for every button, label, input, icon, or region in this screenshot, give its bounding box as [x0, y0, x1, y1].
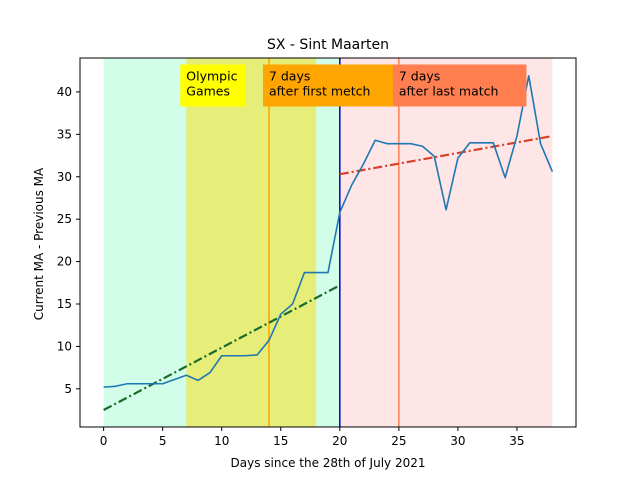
vertical-markers: [268, 58, 400, 427]
y-tick-label: 25: [57, 212, 72, 226]
y-tick-label: 30: [57, 170, 72, 184]
annotation-box-0: [180, 64, 246, 107]
shaded-region-1: [186, 58, 317, 427]
axes: 0 5 10 15 20 25 30 35 5 10 15 20 25 30 35 40: [57, 57, 577, 448]
x-tick-label: 5: [159, 434, 167, 448]
x-tick-label: 25: [391, 434, 406, 448]
shaded-region-2: [339, 58, 553, 427]
trend-line-0: [103, 284, 341, 412]
plot-frame: [79, 57, 577, 428]
trend-line-1: [339, 134, 553, 176]
chart-title: SX - Sint Maarten: [267, 37, 389, 53]
x-tick-label: 15: [273, 434, 288, 448]
annotation-text: after first metch: [269, 83, 371, 98]
annotation-text: 7 days: [399, 68, 440, 83]
trend-lines: [103, 134, 553, 412]
y-tick-label: 35: [57, 127, 72, 141]
x-tick-label: 20: [332, 434, 347, 448]
shaded-regions: [103, 58, 553, 427]
x-tick-label: 10: [214, 434, 229, 448]
y-tick-label: 40: [57, 85, 72, 99]
annotation-box-2: [392, 64, 527, 107]
annotation-text: Games: [186, 83, 230, 98]
y-tick-label: 10: [57, 339, 72, 353]
data-series: [103, 75, 554, 388]
annotation-text: Olympic: [186, 68, 237, 83]
y-axis-label: Current MA - Previous MA: [32, 167, 46, 320]
y-tick-label: 20: [57, 255, 72, 269]
annotation-box-1: [262, 64, 405, 107]
annotation-text: 7 days: [269, 68, 310, 83]
y-tick-label: 15: [57, 297, 72, 311]
annotation-text: after last match: [399, 83, 499, 98]
x-tick-label: 35: [509, 434, 524, 448]
x-axis-label: Days since the 28th of July 2021: [231, 456, 426, 470]
series-line-0: [103, 75, 554, 388]
y-tick-label: 5: [64, 382, 72, 396]
x-tick-label: 0: [100, 434, 108, 448]
x-tick-label: 30: [450, 434, 465, 448]
